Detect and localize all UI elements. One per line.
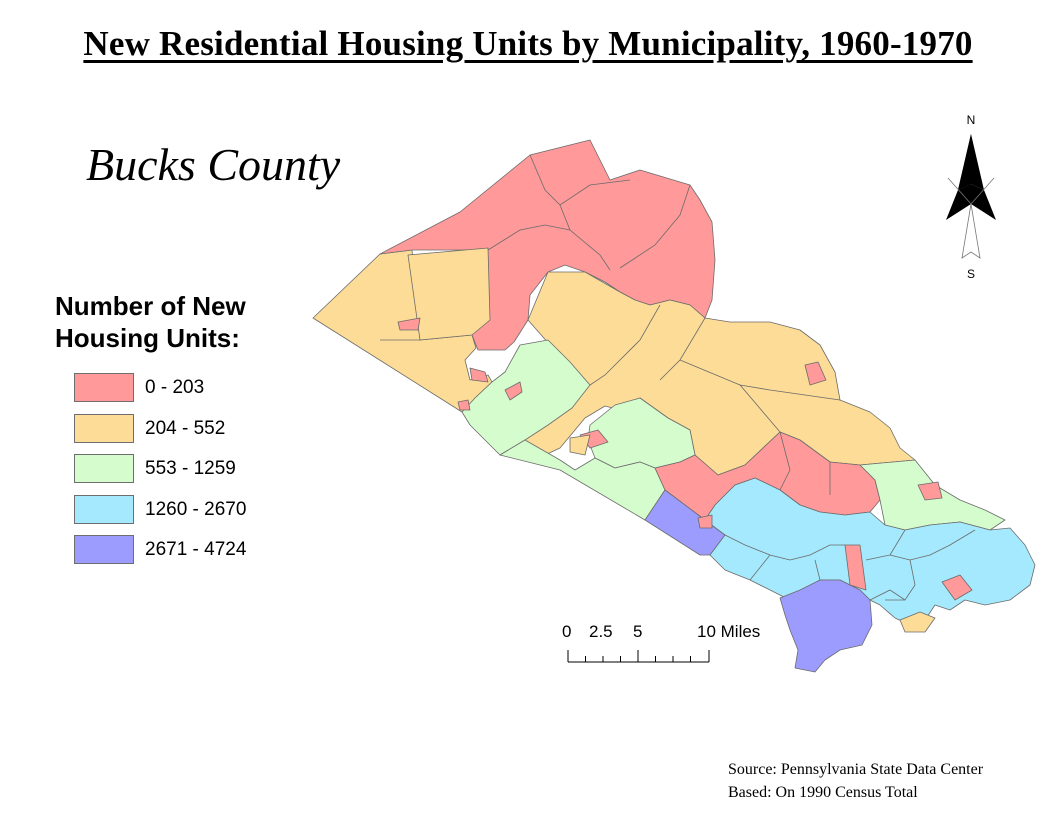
municipal-boundary — [889, 529, 976, 561]
municipal-boundary — [789, 544, 845, 561]
legend-label: 204 - 552 — [145, 417, 226, 439]
county-name: Bucks County — [86, 139, 341, 190]
municipality-region — [569, 434, 591, 456]
legend-label: 1260 - 2670 — [145, 498, 247, 520]
legend-swatch — [74, 454, 134, 483]
municipal-boundary — [869, 589, 906, 601]
south-label: S — [967, 267, 975, 281]
source-line: Based: On 1990 Census Total — [728, 784, 918, 801]
municipal-boundary — [739, 384, 841, 401]
municipality-region — [457, 399, 471, 411]
municipal-boundary — [814, 559, 821, 581]
source-line: Source: Pennsylvania State Data Center — [728, 761, 984, 778]
municipality-region — [779, 579, 873, 673]
legend-title: Number of New Housing Units: — [55, 290, 315, 354]
legend-label: 553 - 1259 — [145, 458, 236, 479]
municipality-region — [499, 439, 666, 521]
legend-title-line: Housing Units: — [55, 323, 240, 353]
municipal-boundary — [619, 184, 691, 269]
legend-label: 2671 - 4724 — [145, 539, 247, 560]
municipality-region — [941, 574, 973, 601]
north-arrow-icon: N S — [946, 113, 996, 281]
legend-label: 0 - 203 — [145, 377, 205, 398]
municipality-region — [804, 361, 827, 386]
municipal-boundary — [885, 559, 916, 601]
municipality-region — [697, 514, 713, 529]
municipality-region — [899, 611, 936, 633]
municipal-boundary — [724, 534, 791, 561]
municipal-boundary — [589, 304, 661, 386]
source-note: Source: Pennsylvania State Data Center B… — [728, 758, 983, 804]
municipal-boundary — [749, 554, 771, 581]
municipal-boundary — [559, 204, 611, 271]
municipality-region — [917, 481, 943, 501]
legend-swatch — [74, 535, 134, 564]
scale-label: 2.5 — [589, 622, 613, 641]
north-label: N — [967, 113, 976, 127]
map-title: New Residential Housing Units by Municip… — [83, 24, 973, 63]
legend-swatch — [74, 413, 134, 443]
municipality-region — [397, 317, 421, 331]
legend-title-line: Number of New — [55, 291, 246, 321]
scale-bar: 0 2.5 5 10 Miles — [562, 622, 760, 663]
municipal-boundary — [487, 224, 571, 251]
scale-label: 5 — [633, 622, 642, 641]
scale-label: 0 — [562, 622, 571, 641]
legend-swatch — [74, 373, 134, 402]
legend-swatch — [74, 494, 134, 524]
municipality-region — [844, 544, 867, 591]
municipality-region — [407, 247, 491, 341]
municipality-region — [469, 367, 489, 383]
scale-label: 10 Miles — [697, 622, 760, 641]
municipal-boundary — [779, 431, 791, 491]
municipality-region — [504, 381, 523, 401]
